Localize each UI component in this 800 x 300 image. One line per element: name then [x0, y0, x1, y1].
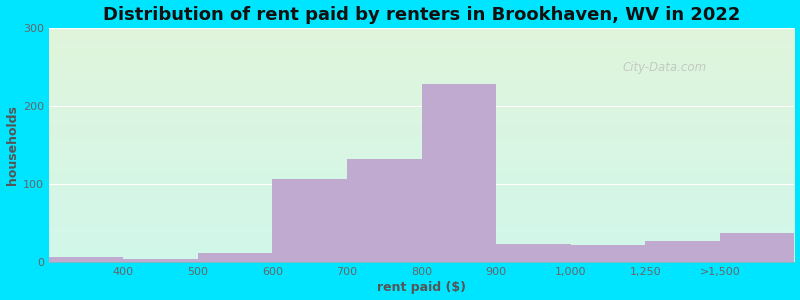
Bar — [496, 244, 570, 262]
Y-axis label: households: households — [6, 105, 18, 185]
Title: Distribution of rent paid by renters in Brookhaven, WV in 2022: Distribution of rent paid by renters in … — [103, 6, 740, 24]
Bar — [347, 159, 422, 262]
Bar — [422, 84, 496, 262]
Bar — [273, 179, 347, 262]
Bar — [720, 233, 794, 262]
Bar — [646, 241, 720, 262]
X-axis label: rent paid ($): rent paid ($) — [377, 281, 466, 294]
Bar — [570, 245, 646, 262]
Bar — [49, 257, 123, 262]
Bar — [198, 253, 273, 262]
Text: City-Data.com: City-Data.com — [623, 61, 707, 74]
Bar — [123, 259, 198, 262]
